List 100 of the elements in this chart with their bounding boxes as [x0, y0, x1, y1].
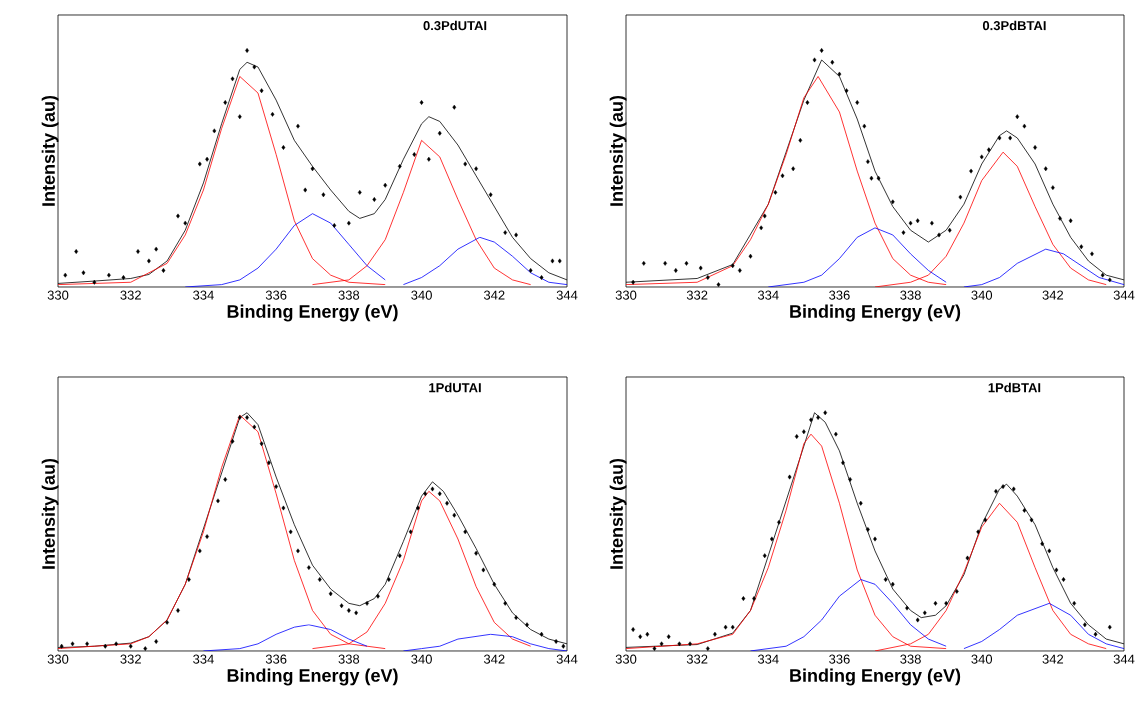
point: [1100, 272, 1105, 278]
point: [321, 192, 326, 198]
point: [452, 512, 457, 518]
point: [816, 415, 820, 420]
x-tick-label: 332: [686, 290, 708, 300]
point: [147, 258, 151, 264]
point: [59, 643, 64, 649]
point: [773, 189, 778, 195]
point: [1107, 277, 1112, 283]
point: [492, 581, 497, 587]
point: [1008, 135, 1013, 141]
point: [631, 627, 635, 632]
point: [539, 275, 544, 280]
point: [437, 130, 442, 136]
point: [365, 600, 369, 606]
x-tick-label: 330: [47, 654, 69, 664]
point: [1093, 631, 1098, 637]
x-tick-label: 340: [971, 654, 993, 664]
point: [645, 631, 650, 637]
point: [730, 263, 735, 269]
point: [1040, 541, 1045, 547]
point: [270, 111, 275, 117]
point: [107, 272, 111, 278]
point: [296, 548, 300, 554]
point: [154, 246, 159, 252]
x-tick-label: 336: [265, 654, 287, 664]
point: [1068, 218, 1073, 224]
chart-title: 1PdBTAI: [988, 382, 1041, 393]
point: [176, 608, 180, 613]
point: [376, 593, 380, 599]
point: [357, 189, 362, 195]
point: [252, 64, 257, 70]
chart-title: 0.3PdBTAI: [982, 20, 1046, 31]
x-tick-label: 342: [1042, 654, 1064, 664]
point: [205, 156, 209, 162]
x-tick-label: 330: [615, 290, 637, 300]
point: [281, 505, 286, 511]
x-tick-label: 340: [971, 290, 993, 300]
point: [187, 577, 191, 582]
point: [1033, 145, 1037, 150]
point: [165, 619, 169, 625]
point: [858, 500, 863, 506]
point: [252, 424, 257, 430]
point: [830, 59, 835, 65]
point: [954, 589, 959, 594]
point: [474, 550, 478, 556]
point: [416, 505, 420, 511]
point: [979, 154, 984, 160]
point: [958, 194, 963, 200]
x-tick-label: 338: [900, 290, 921, 300]
x-tick-label: 338: [900, 654, 921, 664]
point: [1022, 123, 1027, 129]
point: [317, 577, 322, 582]
point: [922, 610, 927, 616]
y-axis-title: Intensity (au): [41, 458, 59, 569]
point: [873, 536, 877, 542]
point: [673, 268, 678, 273]
point: [408, 529, 413, 535]
point: [463, 161, 468, 167]
x-tick-label: 340: [411, 654, 432, 664]
point: [1015, 114, 1020, 120]
point: [663, 260, 667, 266]
point: [780, 173, 785, 179]
point: [1054, 567, 1059, 573]
point: [354, 610, 358, 616]
x-tick-label: 344: [1113, 654, 1135, 664]
point: [136, 249, 140, 254]
point: [347, 220, 351, 226]
point: [869, 175, 874, 181]
point: [798, 137, 803, 143]
point: [883, 577, 888, 582]
point: [183, 220, 188, 226]
point: [787, 474, 792, 480]
point: [1061, 577, 1066, 582]
point: [437, 491, 442, 497]
point: [688, 641, 692, 647]
point: [1107, 624, 1112, 630]
y-axis-title: Intensity (au): [609, 458, 627, 569]
x-tick-label: 336: [265, 290, 287, 300]
point: [866, 159, 870, 165]
point: [1079, 244, 1084, 250]
point: [777, 519, 781, 525]
point: [554, 639, 558, 644]
point: [730, 624, 735, 630]
point: [944, 600, 948, 606]
point: [762, 213, 767, 219]
point: [161, 268, 166, 273]
point: [791, 166, 796, 172]
point: [230, 76, 235, 82]
point: [463, 529, 468, 535]
point: [652, 646, 657, 651]
point: [205, 534, 209, 540]
x-tick-label: 342: [483, 290, 505, 300]
point: [259, 441, 264, 447]
point: [905, 605, 909, 611]
point: [1022, 508, 1027, 513]
point: [812, 57, 817, 63]
point: [383, 182, 388, 188]
point: [339, 603, 344, 609]
point: [837, 71, 842, 77]
